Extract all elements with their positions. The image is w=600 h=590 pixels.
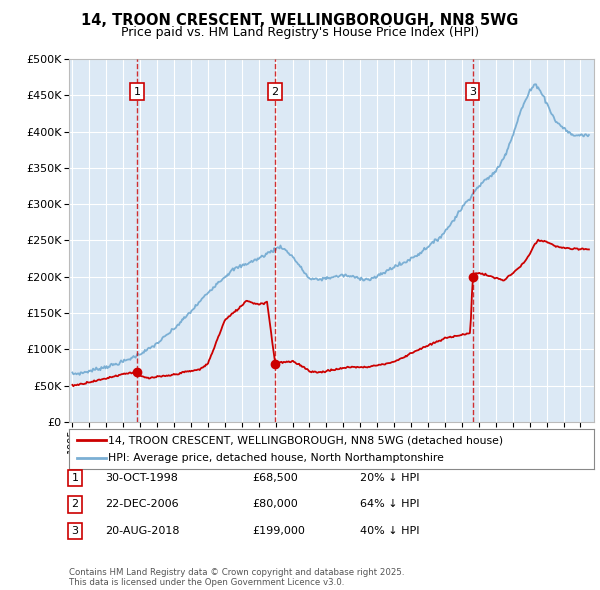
Text: HPI: Average price, detached house, North Northamptonshire: HPI: Average price, detached house, Nort… bbox=[109, 453, 444, 463]
Text: £68,500: £68,500 bbox=[252, 473, 298, 483]
Text: £199,000: £199,000 bbox=[252, 526, 305, 536]
Text: 14, TROON CRESCENT, WELLINGBOROUGH, NN8 5WG (detached house): 14, TROON CRESCENT, WELLINGBOROUGH, NN8 … bbox=[109, 435, 503, 445]
Text: 30-OCT-1998: 30-OCT-1998 bbox=[105, 473, 178, 483]
Text: 2: 2 bbox=[272, 87, 278, 97]
Text: 14, TROON CRESCENT, WELLINGBOROUGH, NN8 5WG: 14, TROON CRESCENT, WELLINGBOROUGH, NN8 … bbox=[82, 13, 518, 28]
Text: 20% ↓ HPI: 20% ↓ HPI bbox=[360, 473, 419, 483]
Text: 1: 1 bbox=[134, 87, 141, 97]
Text: 3: 3 bbox=[469, 87, 476, 97]
Text: 2: 2 bbox=[71, 500, 79, 509]
Text: Contains HM Land Registry data © Crown copyright and database right 2025.
This d: Contains HM Land Registry data © Crown c… bbox=[69, 568, 404, 587]
Text: 1: 1 bbox=[71, 473, 79, 483]
Text: 22-DEC-2006: 22-DEC-2006 bbox=[105, 500, 179, 509]
Text: £80,000: £80,000 bbox=[252, 500, 298, 509]
Text: Price paid vs. HM Land Registry's House Price Index (HPI): Price paid vs. HM Land Registry's House … bbox=[121, 26, 479, 39]
Text: 64% ↓ HPI: 64% ↓ HPI bbox=[360, 500, 419, 509]
Text: 20-AUG-2018: 20-AUG-2018 bbox=[105, 526, 179, 536]
Text: 3: 3 bbox=[71, 526, 79, 536]
Text: 40% ↓ HPI: 40% ↓ HPI bbox=[360, 526, 419, 536]
